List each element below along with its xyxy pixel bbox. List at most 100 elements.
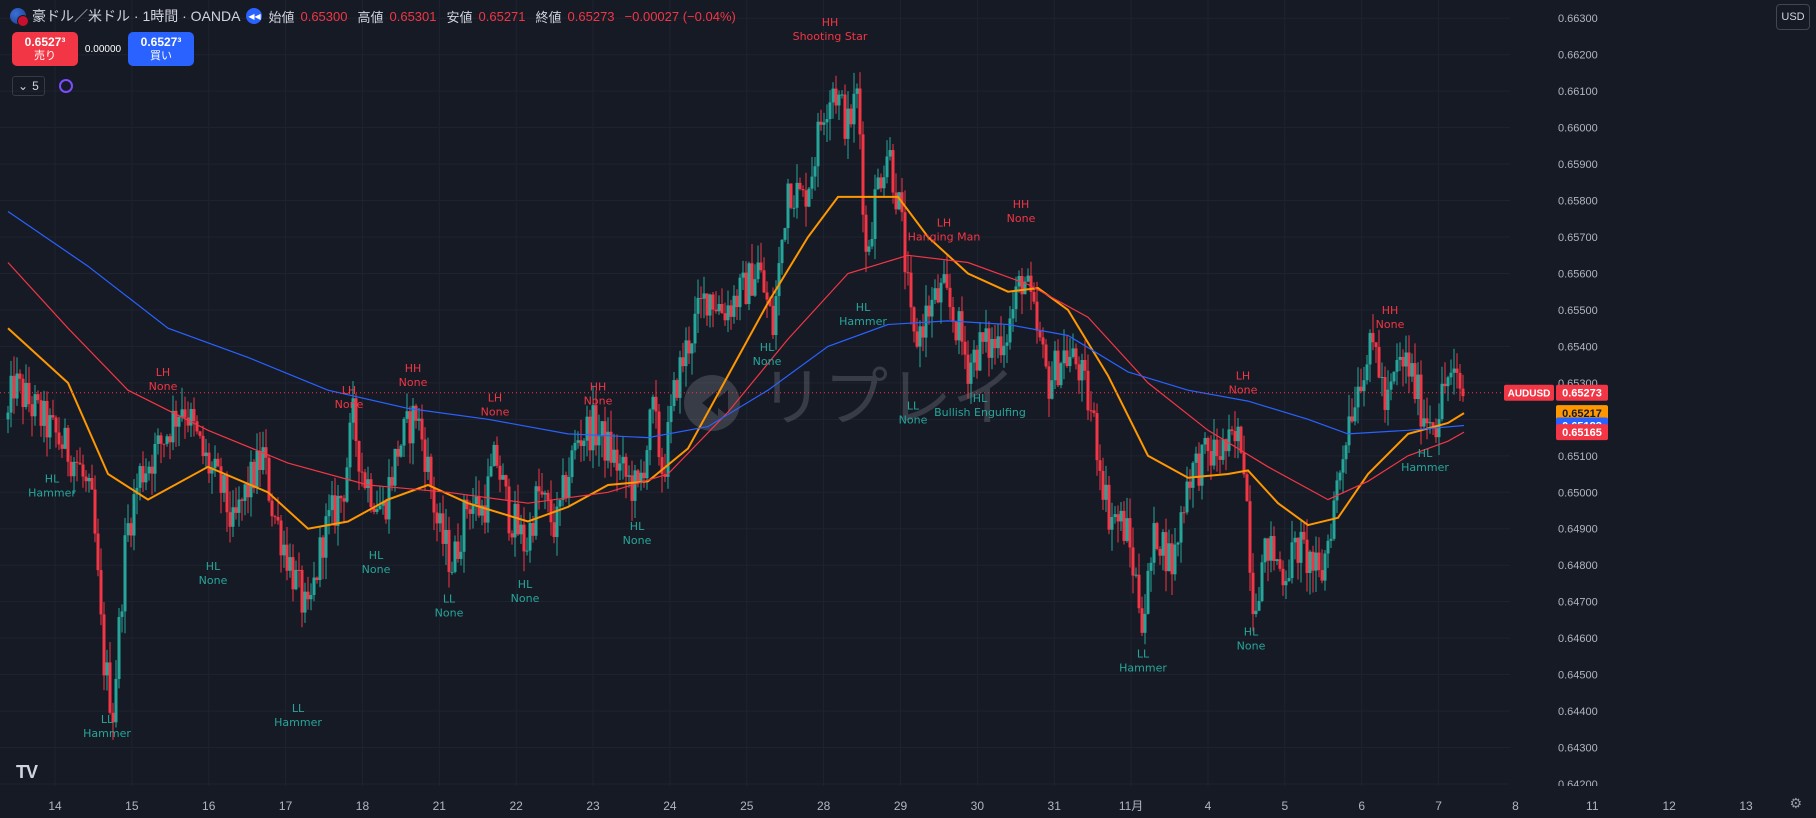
buy-button[interactable]: 0.6527³ 買い <box>128 32 194 66</box>
candle-body <box>72 461 76 477</box>
candle-body <box>909 272 913 308</box>
candle-body <box>888 150 892 157</box>
watermark-text: リプレイ <box>760 362 1016 436</box>
time-tick-label: 17 <box>279 799 293 813</box>
time-tick-label: 13 <box>1739 799 1753 813</box>
candle-body <box>1011 309 1015 319</box>
candle-body <box>615 449 619 471</box>
candle-body <box>1455 368 1459 373</box>
candle-body <box>783 228 787 240</box>
candle-body <box>1002 345 1006 356</box>
candle-body <box>423 439 427 472</box>
candle-body <box>96 533 100 571</box>
candle-body <box>921 326 925 338</box>
candle-body <box>1347 416 1351 446</box>
candle-body <box>618 463 622 471</box>
candle-body <box>456 541 460 559</box>
time-tick-label: 15 <box>125 799 139 813</box>
sell-button[interactable]: 0.6527³ 売り <box>12 32 78 66</box>
price-tick-label: 0.65000 <box>1558 487 1598 499</box>
candle-body <box>1326 540 1330 554</box>
candle-body <box>807 188 811 207</box>
candle-body <box>768 299 772 306</box>
currency-selector[interactable]: USD <box>1776 4 1810 30</box>
pattern-label-type: HL <box>45 472 60 485</box>
candle-body <box>999 336 1003 356</box>
candle-body <box>567 476 571 498</box>
candle-body <box>1197 453 1201 486</box>
pattern-label-name: None <box>511 592 540 605</box>
candle-body <box>750 263 754 296</box>
candle-body <box>312 577 316 595</box>
watermark-rewind-icon <box>702 390 728 416</box>
candle-body <box>534 486 538 536</box>
candle-body <box>762 270 766 293</box>
candle-body <box>612 449 616 463</box>
moving-average-line <box>7 195 1465 530</box>
candle-body <box>1371 332 1375 343</box>
candle-body <box>120 611 124 617</box>
candle-body <box>939 282 943 303</box>
pattern-label-type: HL <box>206 560 221 573</box>
candle-body <box>462 499 466 552</box>
candle-body <box>435 512 439 524</box>
candle-body <box>1380 377 1384 379</box>
candle-body <box>372 507 376 512</box>
candle-body <box>1266 538 1270 561</box>
candle-body <box>369 479 373 508</box>
candle-body <box>285 544 289 571</box>
gear-icon[interactable]: ⚙ <box>1789 795 1802 811</box>
candle-body <box>972 349 976 363</box>
candle-body <box>132 494 136 536</box>
symbol-title[interactable]: 豪ドル／米ドル · 1時間 · OANDA <box>32 8 241 24</box>
candle-body <box>1398 356 1402 360</box>
tradingview-logo[interactable]: TV <box>16 762 38 782</box>
candle-body <box>93 489 97 534</box>
candle-body <box>645 450 649 479</box>
candle-body <box>990 338 994 358</box>
candle-body <box>417 418 421 421</box>
candle-body <box>342 498 346 502</box>
candle-body <box>1101 470 1105 500</box>
candle-body <box>141 466 145 483</box>
candle-body <box>150 466 154 474</box>
candle-body <box>264 447 268 458</box>
candle-body <box>966 354 970 384</box>
candle-body <box>1026 275 1030 282</box>
pattern-label-type: HL <box>1418 447 1433 460</box>
candle-body <box>1044 344 1048 367</box>
candle-body <box>210 468 214 474</box>
candle-body <box>1428 422 1432 424</box>
replay-icon[interactable]: ◀◀ <box>246 8 263 24</box>
time-tick-label: 8 <box>1512 799 1519 813</box>
candle-body <box>714 309 718 312</box>
candle-body <box>144 473 148 483</box>
candle-body <box>279 520 283 556</box>
candle-body <box>801 188 805 191</box>
candle-body <box>936 288 940 303</box>
sell-price: 0.6527³ <box>24 35 66 49</box>
candle-body <box>1173 544 1177 575</box>
candle-body <box>879 177 883 189</box>
price-tick-label: 0.64800 <box>1558 560 1598 572</box>
candle-body <box>1263 538 1267 563</box>
candle-body <box>795 182 799 208</box>
candle-body <box>306 591 310 600</box>
candle-body <box>90 477 94 490</box>
candle-body <box>1287 578 1291 581</box>
change-value: −0.00027 (−0.04%) <box>624 8 736 24</box>
price-tag <box>1556 424 1608 441</box>
candle-body <box>1068 356 1072 367</box>
pattern-label-name: Hammer <box>1119 661 1167 674</box>
candle-body <box>984 328 988 342</box>
candle-body <box>732 295 736 317</box>
candle-body <box>657 411 661 458</box>
pattern-label-name: None <box>149 380 178 393</box>
indicators-toggle-button[interactable]: ⌄ 5 <box>12 76 45 96</box>
pattern-label-type: LH <box>1236 369 1250 382</box>
candle-body <box>735 295 739 308</box>
candle-body <box>600 421 604 437</box>
open-label: 始値 <box>268 9 295 25</box>
candle-body <box>99 570 103 615</box>
